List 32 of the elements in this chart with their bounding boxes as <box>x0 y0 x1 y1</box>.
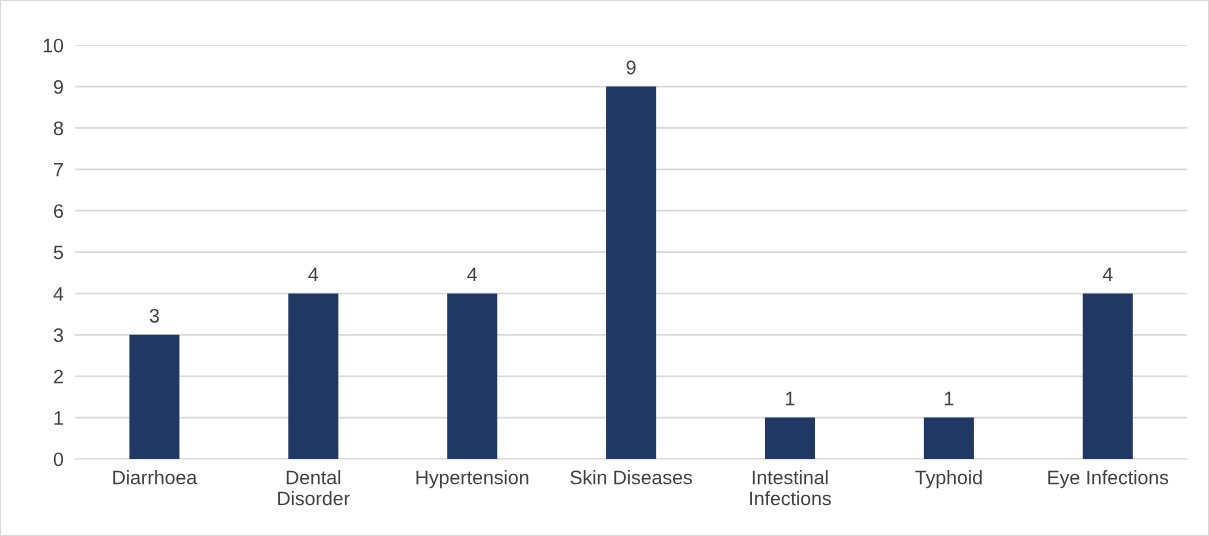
x-tick-label: Eye Infections <box>1048 470 1169 489</box>
bar <box>288 293 339 459</box>
y-tick-label: 3 <box>53 328 63 343</box>
y-tick-label: 2 <box>54 369 63 384</box>
data-label: 4 <box>1102 267 1113 282</box>
y-tick-label: 7 <box>54 162 63 177</box>
bar <box>129 334 180 459</box>
y-tick-label: 4 <box>53 287 64 301</box>
y-tick-label: 1 <box>54 411 63 425</box>
data-label: 1 <box>944 391 954 406</box>
y-tick-label: 6 <box>54 204 63 218</box>
x-tick-label: Dental Disorder <box>278 470 350 506</box>
y-tick-label: 8 <box>53 121 63 136</box>
x-tick-label: Intestinal Infections <box>750 470 831 506</box>
data-label: 4 <box>467 267 478 282</box>
bar <box>764 417 816 459</box>
bar <box>1082 293 1133 459</box>
x-tick-label: Typhoid <box>915 470 982 489</box>
x-tick-label: Diarrhoea <box>113 470 198 485</box>
y-tick-label: 9 <box>53 80 63 94</box>
x-tick-label: Hypertension <box>416 470 529 489</box>
y-tick-label: 10 <box>43 38 64 53</box>
data-label: 3 <box>149 308 159 323</box>
y-tick-label: 5 <box>53 245 64 260</box>
bar <box>923 417 974 459</box>
bar <box>447 293 498 459</box>
bar <box>606 86 657 459</box>
data-label: 9 <box>626 60 636 75</box>
x-tick-label: Skin Diseases <box>570 470 692 485</box>
data-label: 4 <box>308 267 319 282</box>
data-label: 1 <box>786 391 795 406</box>
y-tick-label: 0 <box>53 452 64 467</box>
